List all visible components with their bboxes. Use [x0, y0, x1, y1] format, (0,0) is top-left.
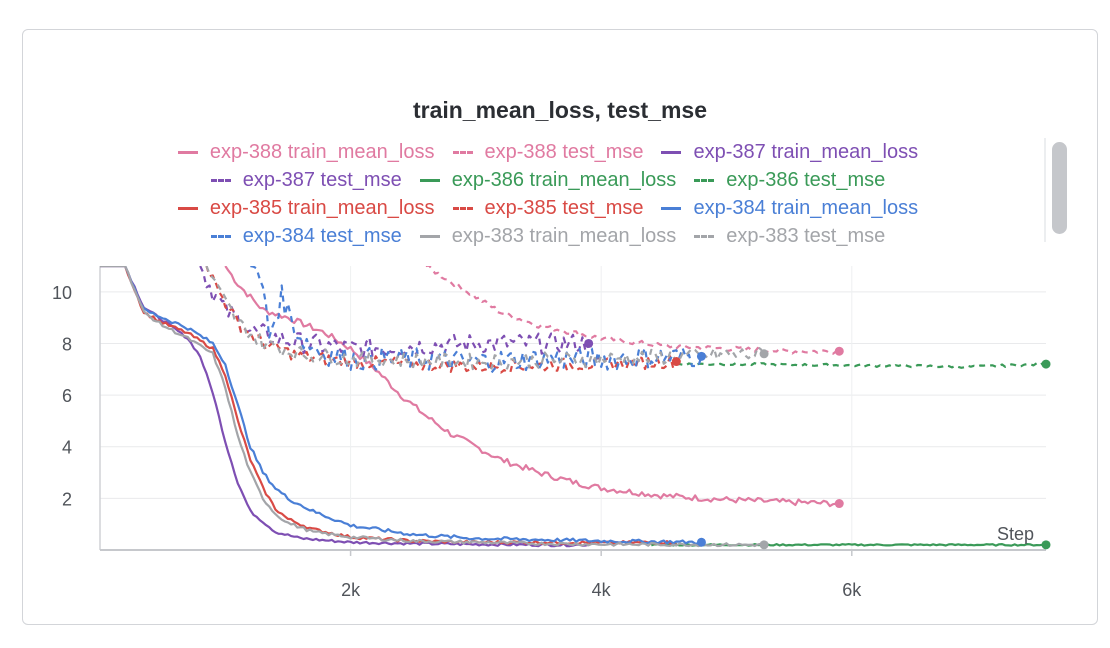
legend-item[interactable]: exp-384 train_mean_loss [661, 197, 918, 220]
series-end-marker-0[interactable] [834, 499, 844, 509]
legend-item[interactable]: exp-385 train_mean_loss [177, 196, 435, 220]
chart-legend: exp-388 train_mean_loss exp-388 test_mse e… [0, 138, 1096, 250]
legend-swatch [177, 206, 198, 210]
legend-scrollbar-thumb[interactable] [1052, 142, 1067, 234]
legend-item[interactable]: exp-383 test_mse [694, 225, 885, 248]
x-tick-label: 4k [592, 580, 612, 600]
legend-label: exp-388 train_mean_loss [209, 140, 435, 163]
series-line-2[interactable] [100, 266, 589, 548]
legend-label: exp-385 train_mean_loss [209, 196, 435, 219]
x-tick-label: 6k [842, 580, 862, 600]
legend-swatch [452, 206, 473, 210]
series-line-10[interactable] [100, 266, 765, 548]
legend-label: exp-383 train_mean_loss [451, 224, 677, 247]
series-line-9[interactable] [250, 266, 703, 374]
legend-item[interactable]: exp-388 train_mean_loss [177, 140, 435, 164]
legend-item[interactable]: exp-387 test_mse [210, 168, 402, 192]
legend-swatch [452, 150, 473, 154]
series-line-8[interactable] [100, 266, 702, 545]
y-tick-label: 4 [62, 438, 72, 458]
x-tick-label: 2k [341, 580, 361, 600]
series-end-marker-1[interactable] [834, 346, 844, 356]
legend-swatch [210, 178, 231, 182]
legend-item[interactable]: exp-387 train_mean_loss [661, 141, 918, 164]
legend-row: exp-387 test_mse exp-386 train_mean_loss e… [0, 166, 1096, 194]
series-line-6[interactable] [100, 266, 677, 545]
legend-item[interactable]: exp-383 train_mean_loss [419, 224, 677, 248]
legend-label: exp-385 test_mse [484, 196, 644, 219]
y-tick-label: 10 [52, 283, 72, 303]
legend-swatch [419, 234, 440, 238]
series-end-marker-11[interactable] [759, 349, 769, 359]
series-line-11[interactable] [205, 266, 765, 371]
legend-row: exp-385 train_mean_loss exp-385 test_mse e… [0, 194, 1096, 222]
series-end-marker-9[interactable] [696, 351, 706, 361]
series-end-marker-3[interactable] [584, 338, 594, 348]
legend-label: exp-383 test_mse [726, 224, 886, 247]
series-end-marker-8[interactable] [696, 537, 706, 547]
legend-row: exp-384 test_mse exp-383 train_mean_loss e… [0, 222, 1096, 250]
legend-swatch [177, 150, 198, 154]
x-axis-label: Step [997, 524, 1034, 544]
legend-swatch [661, 150, 682, 154]
legend-label: exp-387 test_mse [242, 168, 402, 191]
chart-grid: 2 4 6 8 10 2k 4k 6k [52, 266, 1046, 600]
y-tick-label: 6 [62, 386, 72, 406]
legend-scrollbar-track [1044, 138, 1046, 242]
chart-title: train_mean_loss, test_mse [412, 97, 708, 123]
legend-item[interactable]: exp-386 test_mse [694, 169, 885, 192]
legend-item[interactable]: exp-388 test_mse [452, 140, 644, 164]
y-tick-label: 2 [62, 489, 72, 509]
series-line-0[interactable] [224, 266, 840, 508]
legend-item[interactable]: exp-384 test_mse [210, 224, 402, 248]
legend-label: exp-386 train_mean_loss [451, 168, 677, 191]
legend-item[interactable]: exp-385 test_mse [452, 196, 644, 220]
series-end-marker-7[interactable] [671, 357, 681, 367]
y-tick-label: 8 [62, 334, 72, 354]
legend-swatch [661, 206, 682, 210]
legend-label: exp-384 test_mse [242, 224, 402, 247]
series-line-3[interactable] [199, 266, 590, 359]
legend-label: exp-386 test_mse [726, 168, 886, 191]
legend-swatch [694, 234, 715, 238]
series-line-5[interactable] [676, 361, 1046, 369]
legend-label: exp-388 test_mse [484, 140, 644, 163]
series-end-marker-10[interactable] [759, 540, 769, 550]
legend-scrollbar[interactable] [1044, 138, 1072, 242]
series-end-marker-5[interactable] [1041, 359, 1051, 369]
legend-swatch [419, 178, 440, 182]
legend-label: exp-387 train_mean_loss [693, 140, 919, 163]
chart-panel [22, 29, 1098, 625]
chart-series [100, 265, 1051, 550]
series-line-1[interactable] [425, 265, 840, 355]
legend-label: exp-384 train_mean_loss [693, 196, 919, 219]
series-line-7[interactable] [205, 266, 678, 374]
series-end-marker-4[interactable] [1041, 540, 1051, 550]
legend-swatch [694, 178, 715, 182]
legend-swatch [210, 234, 231, 238]
legend-item[interactable]: exp-386 train_mean_loss [419, 168, 677, 192]
legend-row: exp-388 train_mean_loss exp-388 test_mse e… [0, 138, 1096, 166]
chart-axes [99, 266, 1046, 556]
